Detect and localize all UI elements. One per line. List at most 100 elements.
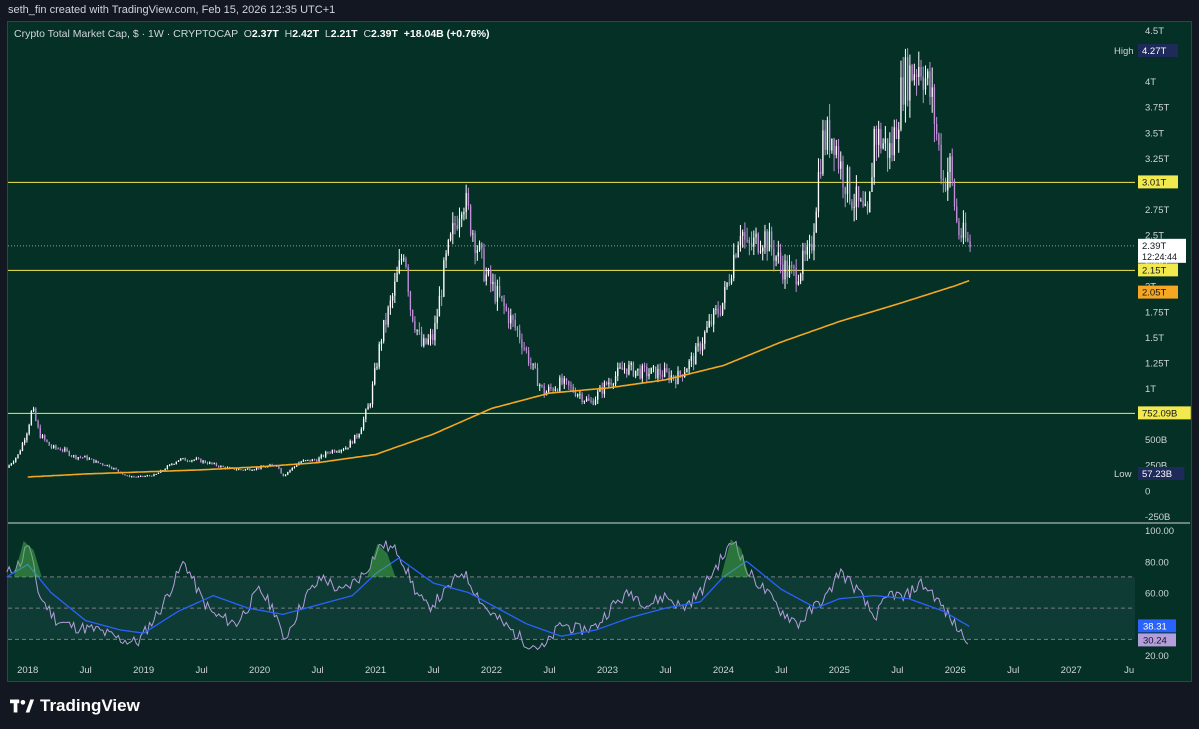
candle-body (884, 138, 887, 144)
candle-body (394, 281, 396, 296)
candle-body (799, 273, 802, 282)
candle-body (942, 178, 945, 181)
candle-body (456, 225, 458, 229)
candle-body (193, 459, 195, 461)
rsi-y-tick-label: 20.00 (1145, 651, 1169, 662)
candle-body (376, 366, 378, 369)
candle-body (396, 273, 398, 282)
candle-body (345, 448, 347, 450)
legend-high: 2.42T (292, 28, 320, 40)
candle-body (735, 254, 737, 258)
candle-body (342, 449, 345, 451)
low-badge: 57.23B Low (1114, 467, 1185, 480)
candle-body (663, 368, 666, 377)
candle-body (869, 191, 871, 213)
candle-body (610, 382, 612, 385)
candle-body (880, 128, 882, 149)
candle-body (811, 243, 813, 251)
candle-body (171, 464, 173, 466)
legend-change: +18.04B (+0.76%) (403, 28, 490, 40)
candle-body (249, 468, 251, 471)
candle-body (637, 368, 639, 371)
candle-body (113, 468, 115, 470)
candle-body (686, 369, 688, 373)
candle-body (389, 300, 392, 308)
candle-body (260, 466, 262, 469)
level-badge-1-text: 2.15T (1142, 265, 1166, 276)
x-tick-label: 2025 (829, 665, 850, 676)
candle-body (48, 441, 50, 446)
candle-body (628, 364, 630, 375)
candle-body (28, 425, 30, 434)
candle-body (371, 384, 374, 405)
candle-body (166, 465, 169, 470)
candle-body (93, 458, 95, 463)
candle-body (530, 363, 532, 365)
candle-body (532, 363, 534, 365)
candle-body (264, 466, 267, 468)
candle-body (57, 448, 59, 450)
candle-body (547, 386, 550, 392)
candle-body (354, 434, 356, 444)
low-badge-bg (1138, 467, 1185, 480)
candle-body (704, 332, 706, 344)
candle-body (554, 389, 557, 391)
candle-body (786, 260, 788, 278)
candle-body (414, 321, 416, 331)
candle-body (570, 385, 572, 387)
candle-body (835, 146, 837, 155)
candle-body (817, 172, 820, 212)
candle-body (568, 380, 570, 386)
candle-body (525, 348, 528, 351)
candle-body (630, 362, 632, 365)
candle-body (721, 302, 724, 315)
candle-body (851, 201, 853, 208)
x-tick-label: Jul (775, 665, 787, 676)
candle-body (197, 458, 200, 460)
legend-high-label: H (284, 28, 293, 40)
candle-body (253, 469, 256, 471)
candle-body (675, 378, 677, 385)
candle-body (146, 475, 148, 477)
candle-body (235, 469, 238, 471)
candle-body (750, 243, 753, 247)
candle-body (420, 331, 423, 346)
candle-body (889, 143, 891, 158)
candle-body (12, 461, 15, 464)
candle-body (325, 452, 327, 457)
candle-body (927, 71, 929, 79)
candle-body (964, 222, 967, 239)
candle-body (871, 177, 873, 192)
candle-body (612, 384, 614, 386)
candle-body (24, 440, 26, 444)
candle-body (182, 458, 184, 460)
candle-body (39, 427, 41, 438)
candle-body (278, 466, 280, 469)
candle-body (498, 286, 501, 296)
candle-body (793, 266, 795, 269)
x-tick-label: Jul (80, 665, 92, 676)
candle-body (534, 363, 536, 369)
candle-body (913, 74, 916, 81)
candle-body (953, 180, 956, 207)
candle-body (280, 468, 282, 474)
chart-frame[interactable] (7, 21, 1192, 682)
candle-body (597, 391, 599, 400)
candle-body (864, 203, 866, 207)
candle-body (699, 343, 701, 351)
candle-body (657, 368, 659, 379)
ma-badge: 2.05T (1138, 285, 1178, 299)
candle-body (30, 411, 33, 426)
candle-body (133, 476, 135, 478)
x-tick-label: 2018 (17, 665, 38, 676)
candle-body (329, 452, 331, 454)
candle-body (866, 203, 869, 213)
candle-body (849, 167, 851, 202)
candle-body (815, 211, 817, 233)
candle-body (467, 192, 470, 206)
candle-body (380, 341, 383, 345)
candle-body (608, 382, 610, 385)
candle-body (753, 237, 755, 247)
tradingview-logo[interactable]: TradingView (10, 696, 140, 716)
